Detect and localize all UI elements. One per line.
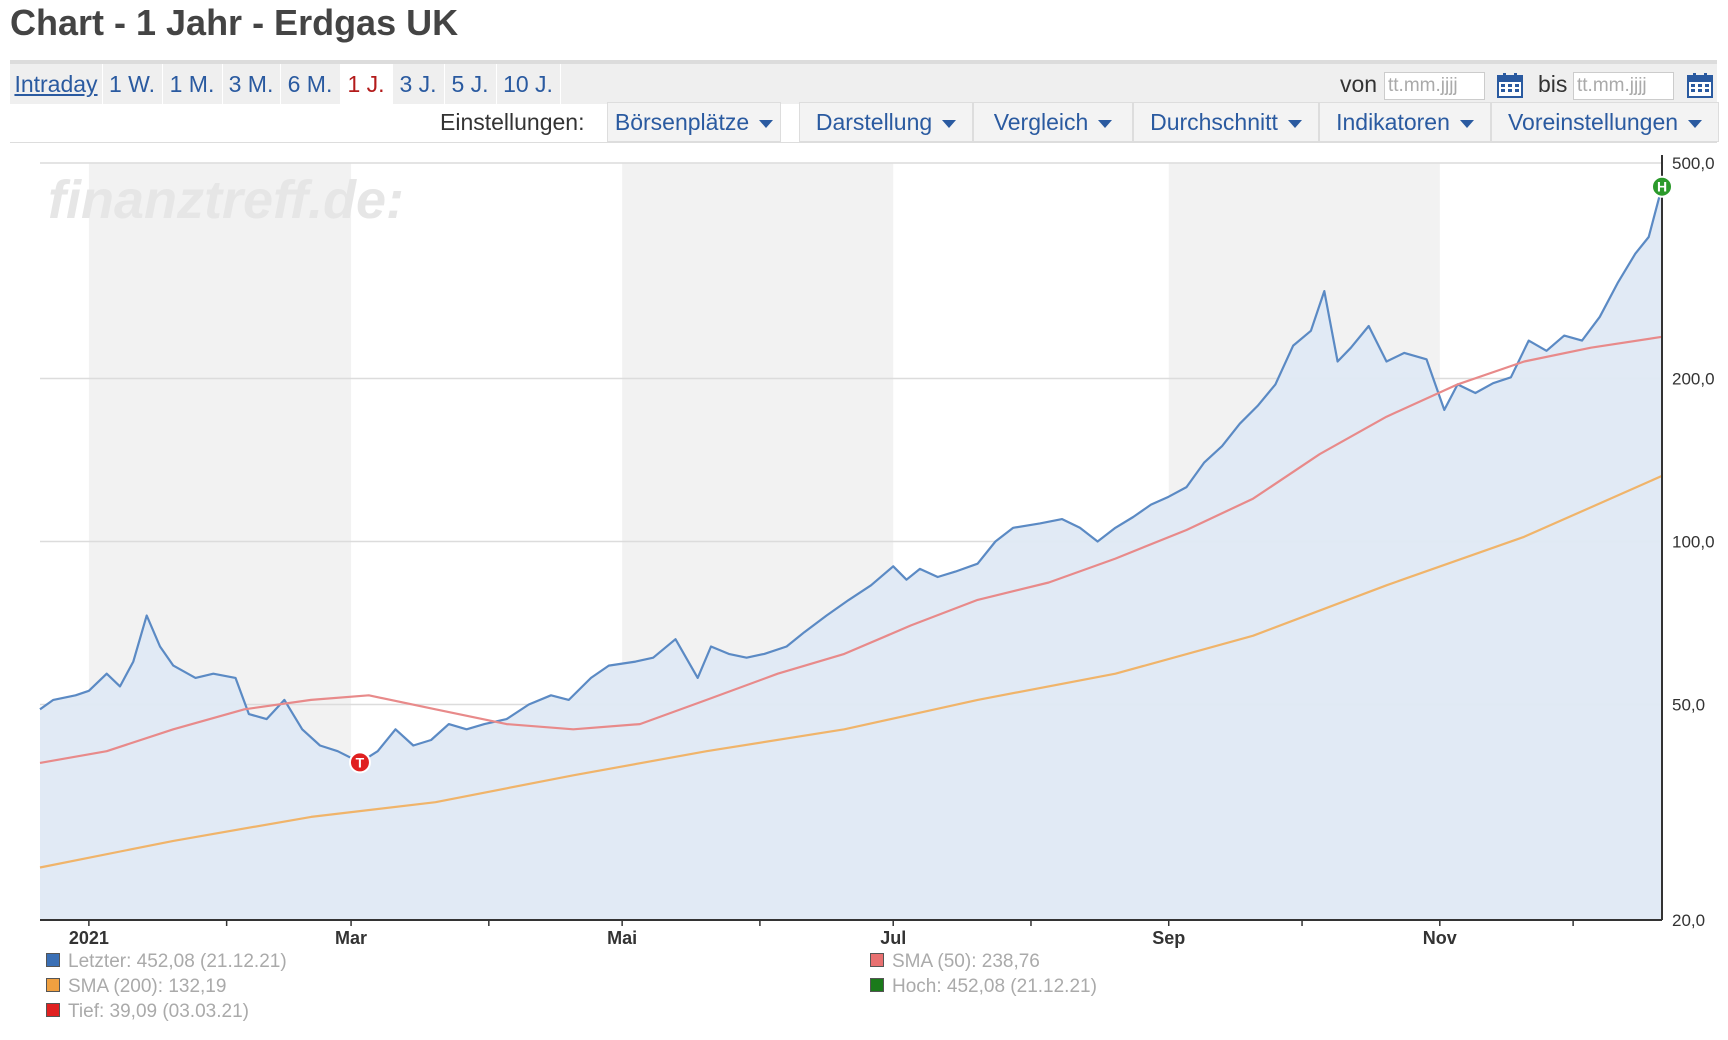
display-label: Darstellung (815, 109, 933, 135)
compare-dropdown[interactable]: Vergleich (973, 102, 1133, 142)
marker-label: H (1657, 179, 1667, 195)
indicators-dropdown[interactable]: Indikatoren (1319, 102, 1491, 142)
presets-label: Voreinstellungen (1507, 109, 1679, 135)
chevron-down-icon (1459, 119, 1474, 128)
timeframe-tabbar: Intraday 1 W. 1 M. 3 M. 6 M. 1 J. 3 J. 5… (10, 60, 1717, 104)
x-tick-label: Mar (335, 928, 367, 948)
legend-item: Hoch: 452,08 (21.12.21) (870, 975, 1097, 999)
from-calendar-icon[interactable] (1497, 72, 1523, 98)
average-label: Durchschnitt (1150, 109, 1278, 135)
chevron-down-icon (942, 119, 957, 128)
legend-label: Tief: 39,09 (03.03.21) (68, 1001, 249, 1022)
tab-intraday[interactable]: Intraday (10, 64, 103, 104)
to-calendar-icon[interactable] (1687, 72, 1713, 98)
legend-swatch (870, 977, 884, 992)
legend-label: SMA (50): 238,76 (892, 951, 1040, 972)
chevron-down-icon (1287, 119, 1302, 128)
average-dropdown[interactable]: Durchschnitt (1133, 102, 1319, 142)
settings-bar: Einstellungen: Börsenplätze Darstellung … (10, 102, 1719, 143)
x-tick-label: Sep (1152, 928, 1185, 948)
indicators-label: Indikatoren (1336, 109, 1450, 135)
sma200-line (39, 474, 1663, 869)
high-marker (1651, 175, 1673, 198)
tab-1w[interactable]: 1 W. (102, 64, 163, 104)
tab-3m[interactable]: 3 M. (222, 64, 281, 104)
legend-swatch (870, 952, 884, 967)
page-title: Chart - 1 Jahr - Erdgas UK (10, 2, 459, 43)
marker-label: T (356, 754, 365, 770)
x-tick-label: 2021 (69, 928, 109, 948)
tab-3y[interactable]: 3 J. (392, 64, 445, 104)
legend-item: Tief: 39,09 (03.03.21) (46, 1000, 249, 1024)
legend-swatch (46, 977, 60, 992)
exchanges-dropdown[interactable]: Börsenplätze (607, 102, 781, 142)
legend-item: SMA (200): 132,19 (46, 975, 226, 999)
low-marker (348, 751, 371, 774)
tab-1m[interactable]: 1 M. (162, 64, 223, 104)
tab-5y[interactable]: 5 J. (444, 64, 497, 104)
y-tick-label: 500,0 (1672, 154, 1715, 173)
x-tick-label: Jul (880, 928, 906, 948)
from-date-input[interactable]: tt.mm.jjjj (1384, 72, 1485, 100)
chevron-down-icon (1098, 119, 1113, 128)
sma50-line (39, 335, 1663, 764)
legend-label: Letzter: 452,08 (21.12.21) (68, 951, 287, 972)
presets-dropdown[interactable]: Voreinstellungen (1491, 102, 1719, 142)
chevron-down-icon (759, 119, 774, 128)
legend-swatch (46, 1002, 60, 1017)
price-line (39, 186, 1664, 764)
y-tick-label: 50,0 (1672, 696, 1705, 715)
y-tick-label: 20,0 (1672, 911, 1705, 930)
legend-item: SMA (50): 238,76 (870, 950, 1040, 974)
chevron-down-icon (1688, 119, 1703, 128)
x-tick-label: Mai (607, 928, 637, 948)
from-label: von (1340, 71, 1378, 97)
to-date-input[interactable]: tt.mm.jjjj (1573, 72, 1674, 100)
compare-label: Vergleich (993, 109, 1089, 135)
tab-1y[interactable]: 1 J. (340, 64, 393, 104)
legend-label: Hoch: 452,08 (21.12.21) (892, 976, 1097, 997)
legend-item: Letzter: 452,08 (21.12.21) (46, 950, 287, 974)
tab-6m[interactable]: 6 M. (280, 64, 341, 104)
legend-swatch (46, 952, 60, 967)
price-area (40, 186, 1662, 920)
tab-10y[interactable]: 10 J. (496, 64, 561, 104)
exchanges-label: Börsenplätze (614, 109, 750, 135)
y-tick-label: 100,0 (1672, 533, 1715, 552)
x-tick-label: Nov (1423, 928, 1457, 948)
display-dropdown[interactable]: Darstellung (799, 102, 973, 142)
legend-label: SMA (200): 132,19 (68, 976, 227, 997)
y-tick-label: 200,0 (1672, 369, 1715, 388)
settings-label: Einstellungen: (440, 109, 585, 135)
watermark: finanztreff.de: (48, 170, 404, 230)
to-label: bis (1538, 71, 1568, 97)
